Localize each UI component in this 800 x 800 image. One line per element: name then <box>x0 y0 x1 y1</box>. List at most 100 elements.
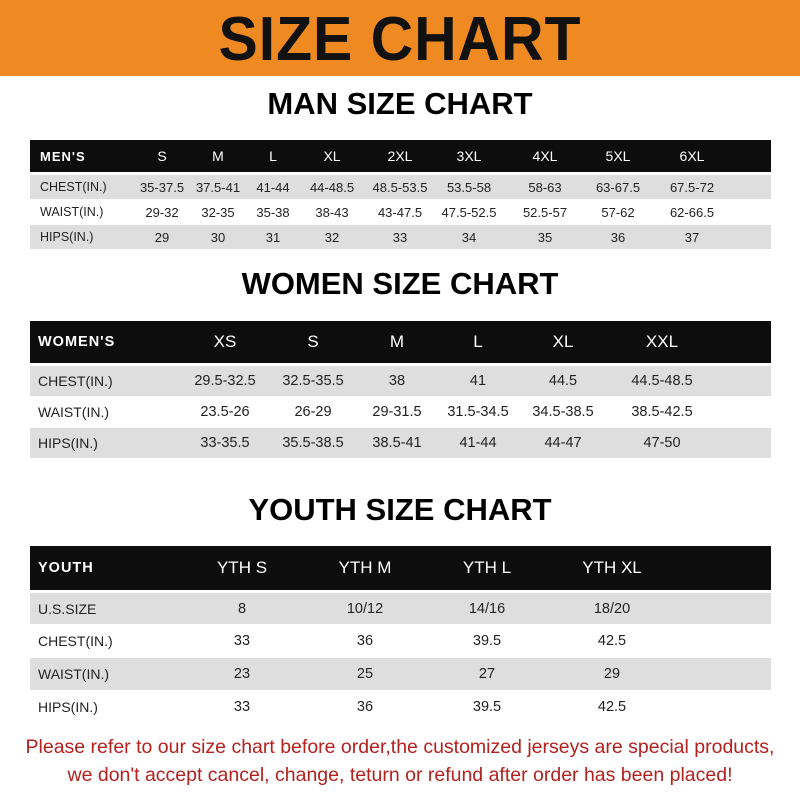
row-label: CHEST(IN.) <box>40 180 107 194</box>
cell: 42.5 <box>597 633 627 649</box>
cell: 32.5-35.5 <box>282 373 344 389</box>
cell: 33 <box>392 229 408 245</box>
cell: 41 <box>469 373 487 389</box>
row-label: HIPS(IN.) <box>38 699 98 715</box>
cell: 4XL <box>532 148 558 164</box>
cell: 23 <box>233 666 251 682</box>
row-label: HIPS(IN.) <box>38 435 98 451</box>
cell: 47.5-52.5 <box>441 204 497 220</box>
cell: 52.5-57 <box>522 204 568 220</box>
cell: YTH L <box>462 558 512 577</box>
cell: 34.5-38.5 <box>532 404 594 420</box>
cell: 29-31.5 <box>372 404 422 420</box>
cell: 33 <box>233 633 251 649</box>
cell: 44-47 <box>544 435 582 451</box>
cell: 32-35 <box>201 204 235 220</box>
cell: 30 <box>210 229 226 245</box>
cell: 39.5 <box>472 633 502 649</box>
row-label: U.S.SIZE <box>38 600 97 617</box>
cell: 33-35.5 <box>200 435 250 451</box>
cell: 63-67.5 <box>595 179 641 195</box>
cell: YTH M <box>338 558 392 577</box>
table-row: HIPS(IN.) 29 30 31 32 33 34 35 36 37 <box>30 225 771 249</box>
row-label: WAIST(IN.) <box>38 666 110 682</box>
cell: 67.5-72 <box>669 179 715 195</box>
cell: 23.5-26 <box>200 404 250 420</box>
cell: M <box>212 148 224 164</box>
cell: 34 <box>461 229 477 245</box>
cell: 37.5-41 <box>195 179 241 195</box>
table-row: WAIST(IN.) 29-32 32-35 35-38 38-43 43-47.5 47.… <box>30 200 771 224</box>
cell: S <box>307 332 319 351</box>
cell: 58-63 <box>528 179 562 195</box>
cell: 41-44 <box>459 435 497 451</box>
cell: 29.5-32.5 <box>194 373 256 389</box>
banner-title: SIZE CHART <box>218 5 582 74</box>
cell: 57-62 <box>601 204 635 220</box>
cell: 38-43 <box>315 204 349 220</box>
cell: 31.5-34.5 <box>447 404 509 420</box>
cell: 43-47.5 <box>377 204 423 220</box>
row-label: CHEST(IN.) <box>38 633 113 649</box>
table-row: CHEST(IN.) 29.5-32.5 32.5-35.5 38 41 44.5 44.5… <box>30 366 771 396</box>
notice-line-1: Please refer to our size chart before or… <box>25 736 775 758</box>
cell: 62-66.5 <box>669 204 715 220</box>
cell: 44-48.5 <box>309 179 355 195</box>
table-header-row: YOUTH YTH S YTH M YTH L YTH XL <box>30 546 771 590</box>
cell: 38.5-41 <box>372 435 422 451</box>
cell: 35.5-38.5 <box>282 435 344 451</box>
cell: 18/20 <box>593 600 631 617</box>
cell: 42.5 <box>597 699 627 715</box>
cell: 38.5-42.5 <box>631 404 693 420</box>
table-row: U.S.SIZE 8 10/12 14/16 18/20 <box>30 593 771 624</box>
cell: YTH XL <box>582 558 642 577</box>
cell: YTH S <box>216 558 268 577</box>
cell: 6XL <box>679 148 705 164</box>
cell: 29-32 <box>145 204 179 220</box>
cell: 10/12 <box>346 600 384 617</box>
row-label: MEN'S <box>40 148 86 164</box>
cell: 27 <box>478 666 496 682</box>
cell: 44.5-48.5 <box>631 373 693 389</box>
banner: SIZE CHART <box>0 0 800 76</box>
cell: XL <box>323 148 341 164</box>
cell: 36 <box>356 699 374 715</box>
cell: 36 <box>356 633 374 649</box>
cell: 2XL <box>387 148 413 164</box>
cell: 53.5-58 <box>446 179 492 195</box>
cell: XL <box>552 332 574 351</box>
cell: 33 <box>233 699 251 715</box>
cell: 3XL <box>456 148 482 164</box>
men-title: MAN SIZE CHART <box>267 86 533 121</box>
women-title: WOMEN SIZE CHART <box>241 266 559 301</box>
cell: 44.5 <box>548 373 578 389</box>
cell: 37 <box>684 229 700 245</box>
cell: S <box>157 148 167 164</box>
table-row: WAIST(IN.) 23 25 27 29 <box>30 658 771 690</box>
cell: 8 <box>237 600 247 617</box>
cell: 32 <box>324 229 340 245</box>
cell: 38 <box>388 373 406 389</box>
cell: 39.5 <box>472 699 502 715</box>
cell: 29 <box>154 229 170 245</box>
cell: 36 <box>610 229 626 245</box>
cell: 35-37.5 <box>139 179 185 195</box>
cell: XS <box>213 332 237 351</box>
cell: 25 <box>356 666 374 682</box>
cell: 48.5-53.5 <box>372 179 428 195</box>
cell: M <box>389 332 405 351</box>
cell: 29 <box>603 666 621 682</box>
row-label: CHEST(IN.) <box>38 373 113 389</box>
notice-line-2: we don't accept cancel, change, teturn o… <box>67 764 733 786</box>
youth-title: YOUTH SIZE CHART <box>248 492 552 527</box>
row-label: YOUTH <box>38 560 94 576</box>
cell: 41-44 <box>256 179 290 195</box>
table-row: WAIST(IN.) 23.5-26 26-29 29-31.5 31.5-34.5 34… <box>30 397 771 427</box>
table-row: HIPS(IN.) 33 36 39.5 42.5 <box>30 691 771 723</box>
cell: 35 <box>537 229 553 245</box>
row-label: HIPS(IN.) <box>40 230 94 244</box>
row-label: WAIST(IN.) <box>40 205 104 219</box>
cell: 26-29 <box>294 404 332 420</box>
cell: 14/16 <box>468 600 506 617</box>
table-header-row: WOMEN'S XS S M L XL XXL <box>30 321 771 363</box>
